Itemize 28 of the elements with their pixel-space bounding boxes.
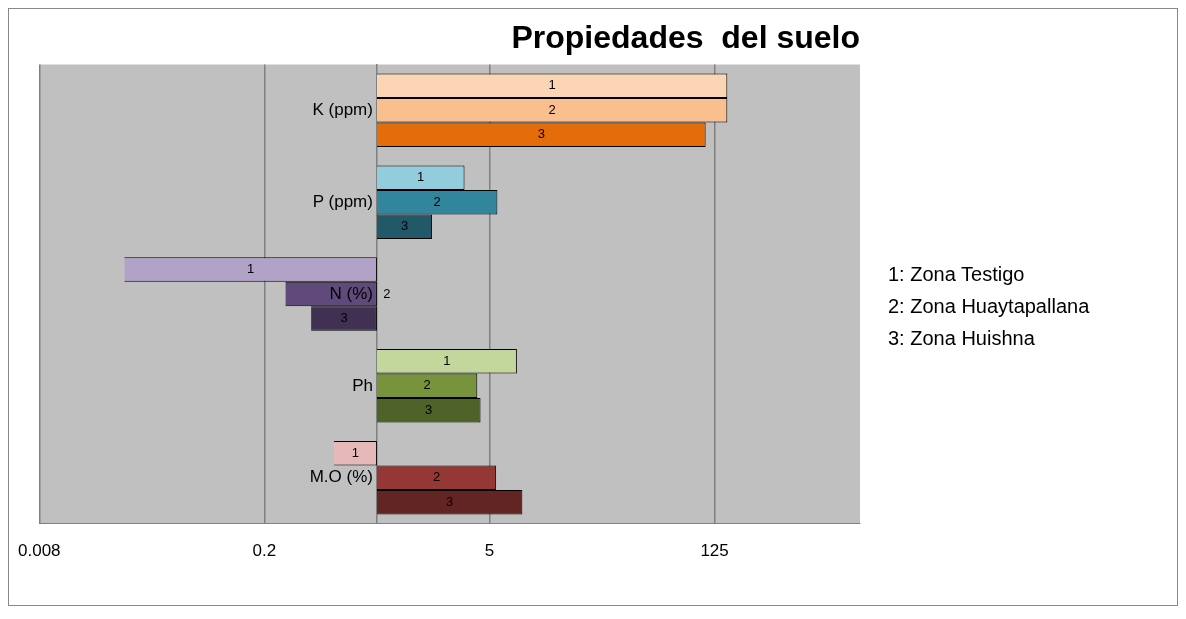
x-tick-label: 0.008 — [18, 541, 61, 561]
y-tick-label: P (ppm) — [312, 191, 373, 211]
text: 2 — [432, 469, 441, 485]
text: 3 — [537, 126, 545, 142]
text: 1 — [443, 352, 451, 368]
x-tick-label: 5 — [484, 541, 495, 561]
text: 1: Zona Testigo — [888, 262, 1026, 287]
y-tick-label: N (%) — [329, 283, 373, 303]
text: 3 — [425, 401, 433, 417]
x-tick-label: 0.2 — [252, 541, 277, 561]
chart-title: Propiedades del suelo — [511, 19, 860, 56]
y-tick-label: M.O (%) — [309, 467, 373, 487]
series-label: 1 — [247, 261, 255, 277]
text: 2: Zona Huaytapallana — [888, 294, 1090, 319]
series-label: 3 — [400, 218, 409, 234]
text: 1 — [548, 77, 556, 93]
x-tick-label: 125 — [700, 541, 729, 561]
y-tick-label: K (ppm) — [312, 100, 373, 120]
text: 1 — [351, 444, 359, 460]
text: 3: Zona Huishna — [888, 326, 1036, 351]
text: 3 — [340, 310, 348, 326]
text: 2 — [548, 101, 556, 117]
text: 3 — [446, 493, 454, 509]
series-label: 2 — [423, 377, 431, 393]
text: 1 — [417, 169, 425, 185]
y-tick-label: Ph — [352, 375, 373, 395]
text: 2 — [383, 285, 391, 301]
text: 2 — [433, 193, 441, 209]
